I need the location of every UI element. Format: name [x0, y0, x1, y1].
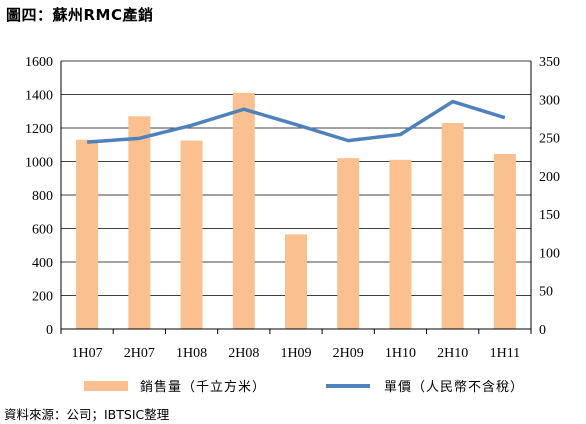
- bar-1H09: [285, 234, 307, 329]
- left-tick-label: 0: [46, 323, 53, 338]
- bar-2H09: [337, 158, 360, 329]
- legend-bar-label: 銷售量（千立方米）: [140, 379, 266, 395]
- x-tick-label: 2H10: [437, 346, 468, 361]
- left-tick-label: 800: [32, 189, 53, 204]
- x-axis-ticks: 1H07 2H07 1H08 2H08 1H09 2H09 1H10 2H10 1H11: [72, 346, 521, 361]
- x-tick-label: 2H07: [124, 346, 155, 361]
- x-tick-label: 1H08: [176, 346, 207, 361]
- bar-1H11: [493, 153, 516, 329]
- right-tick-label: 0: [539, 323, 546, 338]
- right-axis-ticks: 0 50 100 150 200 250 300 350: [539, 55, 560, 338]
- x-tick-label: 2H09: [333, 346, 364, 361]
- right-tick-label: 350: [539, 55, 560, 70]
- right-tick-label: 300: [539, 93, 560, 108]
- bar-2H08: [232, 92, 255, 329]
- line-series: [86, 99, 506, 144]
- right-tick-label: 250: [539, 132, 560, 147]
- x-tick-label: 1H10: [385, 346, 416, 361]
- bar-1H10: [389, 159, 412, 329]
- bar-2H07: [128, 116, 151, 330]
- bar-2H10: [441, 122, 464, 329]
- left-tick-label: 600: [32, 223, 53, 238]
- left-tick-label: 1200: [25, 122, 53, 137]
- bar-1H07: [76, 139, 99, 329]
- left-tick-label: 1400: [25, 89, 53, 104]
- chart-title: 圖四：蘇州RMC產銷: [6, 6, 154, 24]
- bar-series: [76, 92, 516, 330]
- x-tick-label: 1H07: [72, 346, 103, 361]
- legend-line-label: 單價（人民幣不含稅）: [384, 379, 524, 395]
- right-tick-label: 50: [539, 285, 553, 300]
- left-tick-label: 1600: [25, 55, 53, 70]
- axes: [60, 61, 532, 334]
- left-tick-label: 200: [32, 290, 53, 305]
- right-tick-label: 150: [539, 208, 560, 223]
- left-axis-ticks: 0 200 400 600 800 1000 1200 1400 1600: [25, 55, 53, 338]
- x-tick-label: 1H09: [280, 346, 311, 361]
- x-tick-label: 1H11: [490, 346, 521, 361]
- left-tick-label: 1000: [25, 156, 53, 171]
- x-tick-label: 2H08: [228, 346, 259, 361]
- source-note: 資料來源：公司；IBTSIC整理: [4, 407, 170, 422]
- bar-1H08: [180, 140, 203, 329]
- left-tick-label: 400: [32, 256, 53, 271]
- right-tick-label: 100: [539, 246, 560, 261]
- legend: 銷售量（千立方米） 單價（人民幣不含稅）: [84, 379, 524, 395]
- legend-bar-swatch: [84, 381, 128, 391]
- right-tick-label: 200: [539, 170, 560, 185]
